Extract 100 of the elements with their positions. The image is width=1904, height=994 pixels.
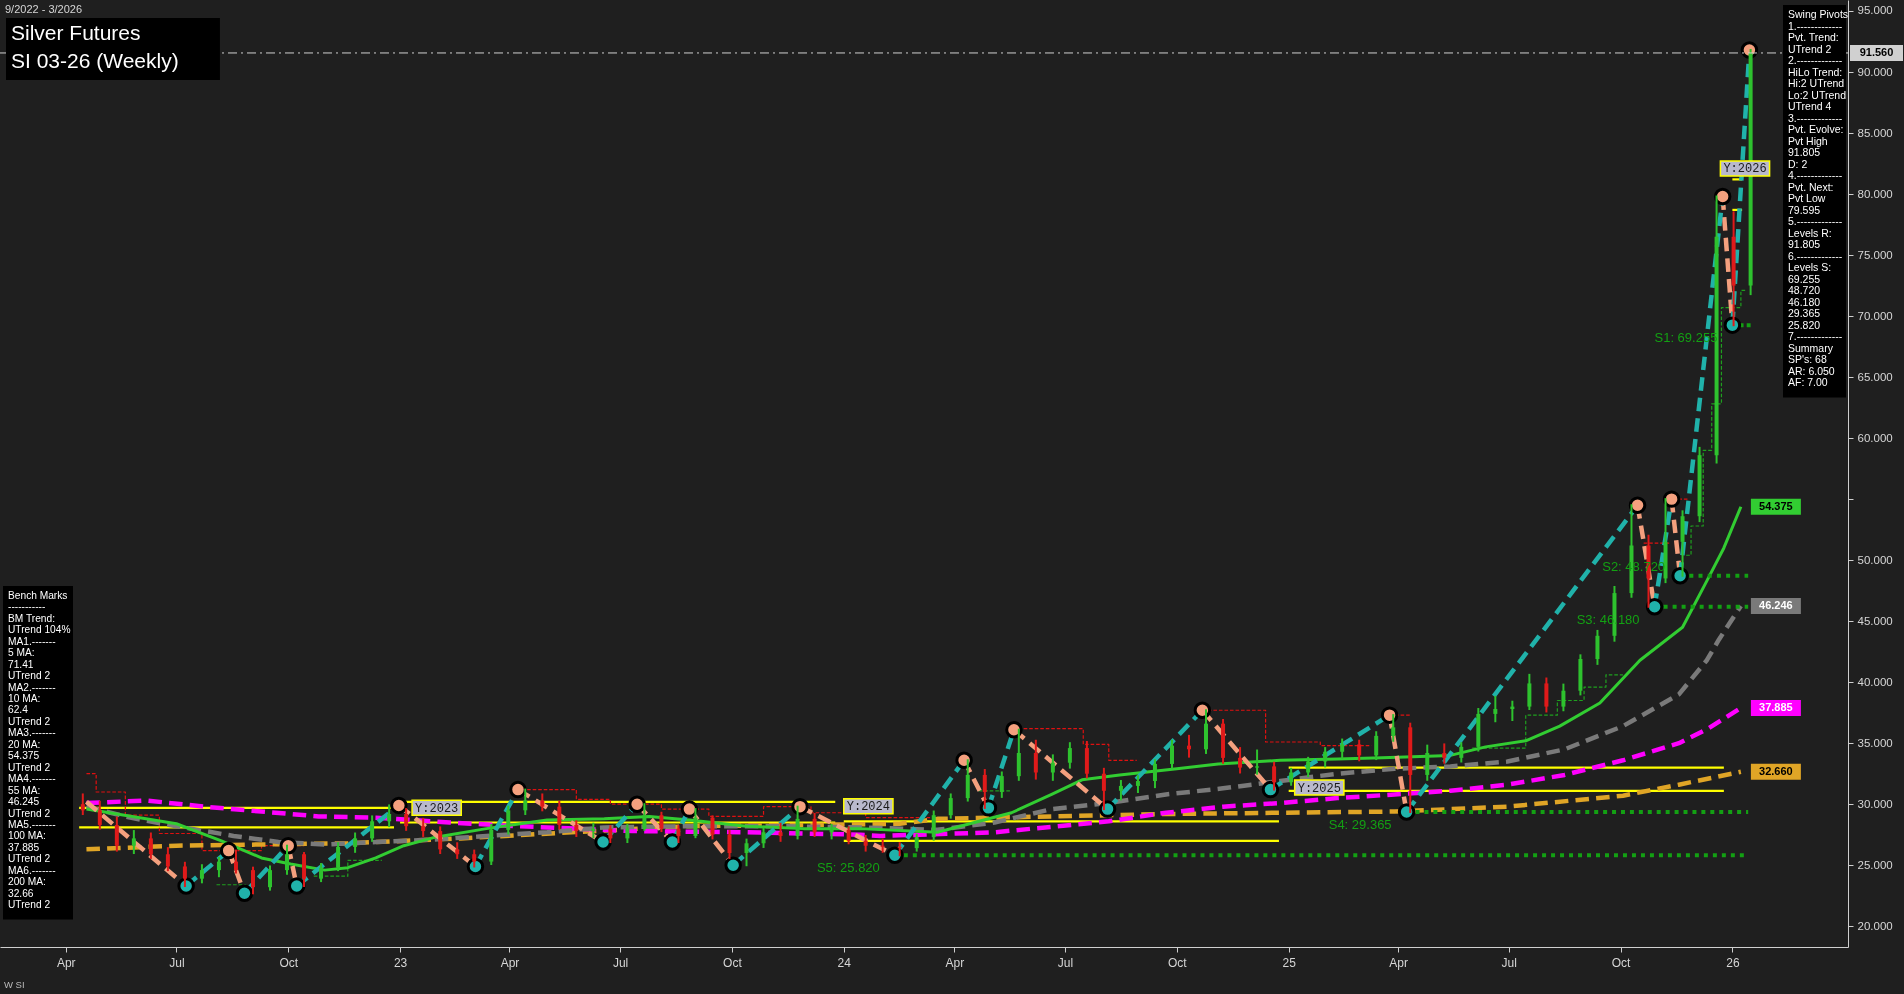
x-tick-label: Jul <box>1501 955 1517 970</box>
y-tick-label: 75.000 <box>1857 248 1893 261</box>
x-tick-label: Jul <box>1057 955 1074 970</box>
point <box>791 797 809 816</box>
candlestick <box>1323 747 1328 768</box>
candlestick <box>523 788 528 815</box>
candlestick <box>999 771 1004 798</box>
y-tick-label: 20.000 <box>1857 919 1893 932</box>
x-tick-label: Apr <box>500 955 520 970</box>
x-tick-label: Oct <box>279 955 299 970</box>
point <box>1645 598 1664 616</box>
candlestick <box>642 803 647 831</box>
y-tick-label: 40.000 <box>1857 675 1893 688</box>
y-tick-label: 80.000 <box>1857 187 1893 200</box>
annotation: 9/2022 - 3/2026 <box>5 3 83 15</box>
y-tick-label: 35.000 <box>1857 736 1893 749</box>
text: Bench Marks ----------- BM Trend: UTrend 104% MA1.------- 5 MA: 71.41 UTrend 2 MA2.------- 10 MA: 62.4 UTrend 2 MA3.------- 20 MA: 54.375 UTrend 2 MA4.------- 55 MA: 46.245 UTrend 2 MA5.------- 100 MA: 37.885 UTrend 2 MA6.------- 200 MA: 32.66 UTrend 2 <box>8 590 71 911</box>
y-tick-label: 90.000 <box>1857 65 1893 78</box>
candlestick <box>1238 747 1243 774</box>
point <box>1193 701 1212 719</box>
candlestick <box>182 861 187 887</box>
point <box>594 833 612 851</box>
point <box>235 884 254 903</box>
text: SI 03-26 (Weekly) <box>11 49 179 72</box>
x-tick-label: Apr <box>945 955 965 970</box>
x-tick-label: 26 <box>1726 955 1740 970</box>
text: Silver Futures <box>11 21 141 44</box>
candlestick <box>1067 742 1072 769</box>
y-tick-label: 45.000 <box>1857 614 1893 627</box>
y-tick-label: 60.000 <box>1857 431 1893 444</box>
candlestick <box>268 865 272 891</box>
y-tick-label: 95.000 <box>1857 4 1893 17</box>
y-tick-label: 65.000 <box>1857 370 1893 383</box>
point <box>1713 187 1732 206</box>
text: W SI <box>4 979 25 990</box>
ref-line-label: 91.560 <box>1859 45 1894 58</box>
candlestick <box>353 832 358 853</box>
data-label: 46.246 <box>1759 598 1793 611</box>
x-tick-label: Oct <box>723 955 743 970</box>
candlestick <box>1425 744 1430 781</box>
y-tick-label: 70.000 <box>1857 309 1893 322</box>
candlestick <box>1255 749 1260 775</box>
candlestick <box>438 826 443 855</box>
candlestick <box>727 830 732 859</box>
point <box>509 780 527 799</box>
point <box>1662 490 1681 508</box>
candlestick <box>131 830 136 855</box>
point <box>219 841 238 860</box>
data-label: 54.375 <box>1759 499 1793 512</box>
candlestick <box>1152 759 1157 789</box>
candlestick <box>744 838 749 867</box>
x-tick-label: Oct <box>1168 955 1188 970</box>
x-tick-label: 24 <box>837 955 852 970</box>
point <box>1005 721 1023 739</box>
point <box>1397 803 1416 821</box>
candlestick <box>250 866 255 895</box>
candlestick <box>80 793 85 815</box>
candlestick <box>1357 739 1362 762</box>
candlestick <box>1306 756 1311 778</box>
point <box>288 877 306 895</box>
series-label: S4: 29.365 <box>1328 816 1392 832</box>
candlestick <box>1595 629 1600 665</box>
candlestick <box>1561 683 1566 712</box>
candlestick <box>216 856 221 878</box>
candlestick <box>1169 739 1174 769</box>
x-tick-label: Jul <box>612 955 629 970</box>
candlestick <box>693 808 698 839</box>
candlestick <box>1544 677 1549 713</box>
candlestick <box>1391 714 1396 742</box>
series-label: Y:2023 <box>415 801 459 816</box>
candlestick <box>1459 742 1464 763</box>
candlestick <box>931 810 936 841</box>
y-tick-label: 25.000 <box>1857 858 1893 871</box>
point <box>1261 780 1280 799</box>
x-tick-label: 23 <box>393 955 408 970</box>
candlestick <box>1101 767 1106 811</box>
point <box>390 796 408 815</box>
candlestick <box>1527 673 1532 711</box>
candlestick <box>761 827 766 848</box>
point <box>1723 316 1742 334</box>
x-tick-label: Oct <box>1611 955 1632 970</box>
point <box>628 795 646 813</box>
candlestick <box>1493 695 1498 723</box>
point <box>1098 800 1117 818</box>
candlestick <box>1033 739 1038 780</box>
point <box>279 836 297 855</box>
x-tick-label: Apr <box>1389 955 1408 970</box>
x-tick-label: Apr <box>56 955 76 970</box>
candlestick <box>1118 780 1123 801</box>
candlestick <box>659 811 664 833</box>
point <box>979 799 998 817</box>
candlestick <box>1374 731 1379 761</box>
candlestick <box>370 815 375 842</box>
y-tick-label: 50.000 <box>1857 553 1893 566</box>
point <box>724 856 742 874</box>
series-label: Y:2026 <box>1723 162 1767 177</box>
candlestick <box>948 793 953 819</box>
candlestick <box>404 808 409 831</box>
candlestick <box>965 759 970 802</box>
point <box>886 846 904 864</box>
